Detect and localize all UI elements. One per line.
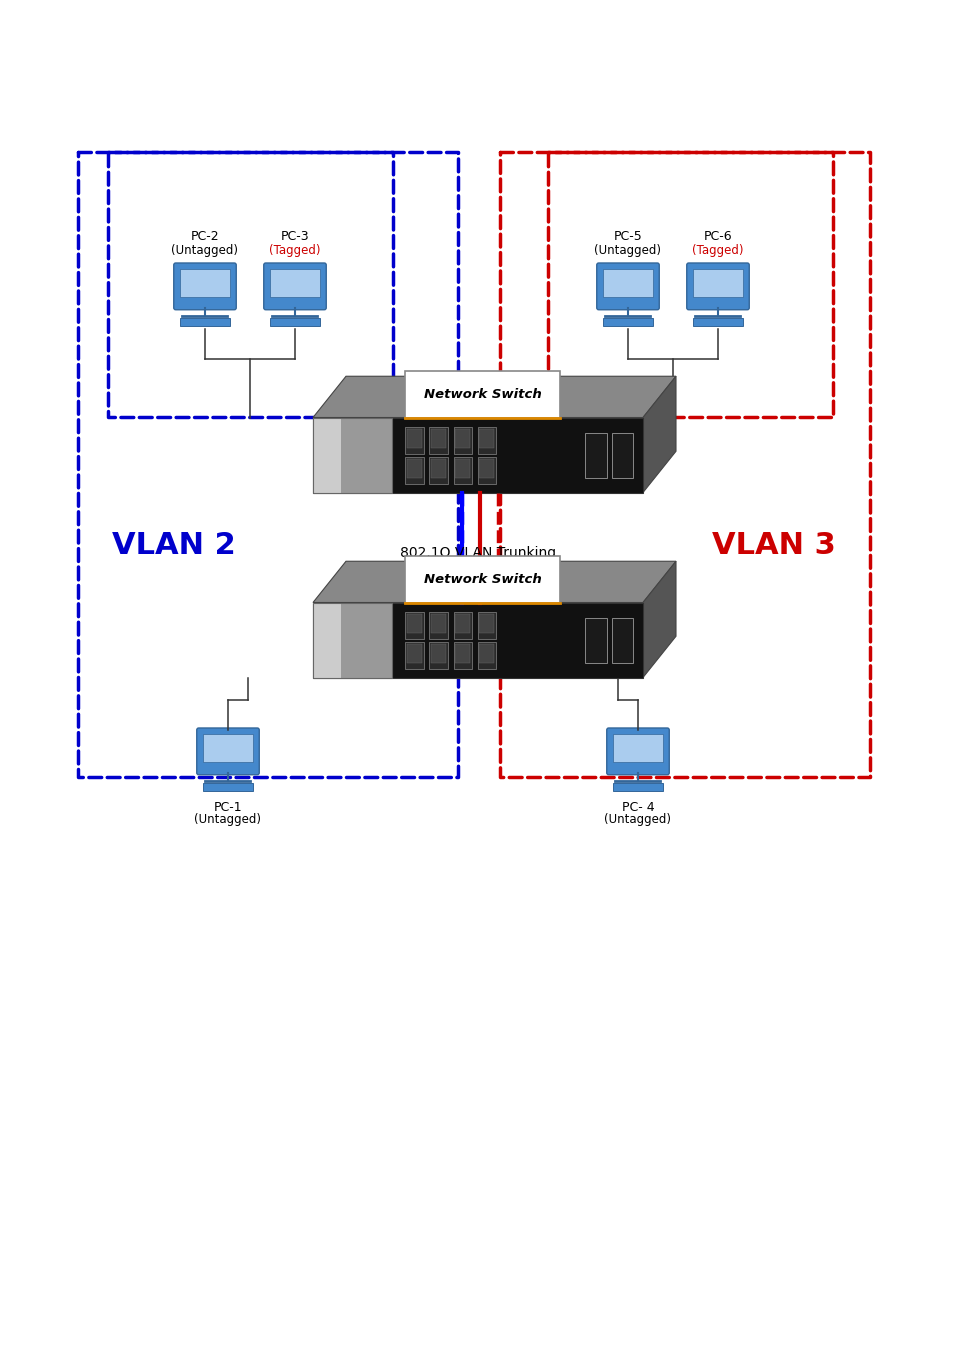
- Bar: [270, 317, 319, 325]
- Bar: [499, 153, 869, 778]
- Text: PC-6: PC-6: [703, 230, 732, 243]
- Bar: [340, 417, 392, 493]
- Text: PC-5: PC-5: [613, 230, 641, 243]
- Bar: [405, 641, 423, 668]
- Text: (Tagged): (Tagged): [269, 244, 320, 256]
- FancyBboxPatch shape: [686, 263, 748, 309]
- Bar: [611, 617, 633, 663]
- Text: PC- 4: PC- 4: [621, 802, 654, 814]
- Bar: [429, 456, 447, 483]
- Bar: [455, 644, 470, 663]
- FancyBboxPatch shape: [173, 263, 236, 309]
- Bar: [180, 269, 230, 297]
- Bar: [313, 417, 642, 493]
- Bar: [407, 644, 421, 663]
- Bar: [547, 153, 832, 417]
- Bar: [611, 432, 633, 478]
- Bar: [203, 783, 253, 791]
- Bar: [477, 456, 496, 483]
- FancyBboxPatch shape: [597, 263, 659, 309]
- Bar: [431, 644, 445, 663]
- Bar: [313, 602, 392, 678]
- Bar: [431, 429, 445, 448]
- Bar: [453, 427, 471, 454]
- Bar: [431, 459, 445, 478]
- Bar: [477, 612, 496, 639]
- Bar: [429, 612, 447, 639]
- Bar: [407, 459, 421, 478]
- Bar: [78, 153, 457, 778]
- Text: VLAN 3: VLAN 3: [711, 531, 835, 559]
- Bar: [404, 556, 559, 602]
- Bar: [477, 641, 496, 668]
- Bar: [405, 456, 423, 483]
- Bar: [602, 317, 652, 325]
- Polygon shape: [313, 377, 676, 417]
- Bar: [180, 317, 230, 325]
- Text: 802.1Q VLAN Trunking: 802.1Q VLAN Trunking: [399, 545, 556, 559]
- Bar: [407, 614, 421, 633]
- Text: (Untagged): (Untagged): [604, 813, 671, 826]
- Bar: [479, 459, 494, 478]
- Bar: [453, 456, 471, 483]
- Bar: [479, 644, 494, 663]
- Bar: [203, 734, 253, 761]
- Text: Network Switch: Network Switch: [423, 572, 540, 586]
- Bar: [407, 429, 421, 448]
- Text: (Untagged): (Untagged): [194, 813, 261, 826]
- Polygon shape: [642, 377, 676, 493]
- Bar: [693, 317, 742, 325]
- Bar: [431, 614, 445, 633]
- Bar: [429, 427, 447, 454]
- Bar: [405, 427, 423, 454]
- Bar: [313, 602, 642, 678]
- Bar: [453, 612, 471, 639]
- Text: VLAN 2: VLAN 2: [112, 531, 235, 559]
- Text: PC-3: PC-3: [280, 230, 309, 243]
- FancyBboxPatch shape: [196, 728, 259, 775]
- Bar: [693, 269, 741, 297]
- Text: PC-2: PC-2: [191, 230, 219, 243]
- Bar: [453, 641, 471, 668]
- Bar: [603, 269, 652, 297]
- Bar: [613, 734, 662, 761]
- Bar: [455, 459, 470, 478]
- Bar: [584, 432, 606, 478]
- Text: Network Switch: Network Switch: [423, 387, 540, 401]
- Text: (Tagged): (Tagged): [692, 244, 743, 256]
- Bar: [404, 371, 559, 417]
- Bar: [455, 429, 470, 448]
- Text: (Untagged): (Untagged): [172, 244, 238, 256]
- Bar: [340, 602, 392, 678]
- FancyBboxPatch shape: [263, 263, 326, 309]
- Bar: [313, 602, 392, 678]
- Bar: [270, 269, 319, 297]
- Bar: [477, 427, 496, 454]
- Bar: [313, 417, 392, 493]
- Bar: [455, 614, 470, 633]
- Bar: [405, 612, 423, 639]
- Bar: [479, 614, 494, 633]
- Bar: [613, 783, 662, 791]
- Bar: [479, 429, 494, 448]
- Polygon shape: [313, 562, 676, 602]
- Text: (Untagged): (Untagged): [594, 244, 660, 256]
- Bar: [429, 641, 447, 668]
- Bar: [584, 617, 606, 663]
- Polygon shape: [642, 562, 676, 678]
- Text: PC-1: PC-1: [213, 802, 242, 814]
- Bar: [108, 153, 393, 417]
- FancyBboxPatch shape: [606, 728, 669, 775]
- Bar: [313, 417, 392, 493]
